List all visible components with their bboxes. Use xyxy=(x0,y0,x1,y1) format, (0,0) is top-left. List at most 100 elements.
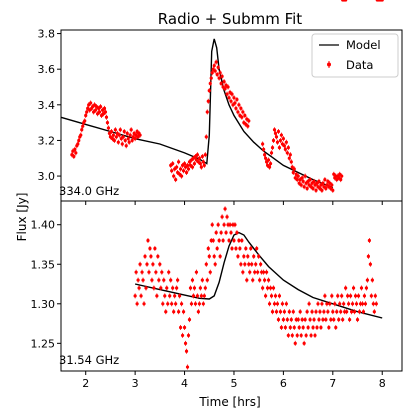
data-point-bottom xyxy=(269,294,274,298)
data-point-bottom xyxy=(145,262,149,266)
data-point-top xyxy=(129,128,133,132)
data-point-top xyxy=(122,129,126,134)
x-tick-label: 7 xyxy=(329,377,336,390)
data-point-top xyxy=(296,174,300,178)
data-point-top xyxy=(299,183,303,187)
data-point-top xyxy=(220,74,224,78)
data-point-bottom xyxy=(364,286,369,290)
data-point-top xyxy=(182,161,187,166)
data-point-bottom xyxy=(318,310,322,314)
data-point-top xyxy=(267,165,272,169)
data-point-bottom xyxy=(182,325,187,330)
data-point-top xyxy=(74,151,78,155)
data-point-top xyxy=(89,101,93,105)
data-point-bottom xyxy=(246,254,250,258)
data-point-bottom xyxy=(210,223,214,227)
data-point-bottom xyxy=(152,286,156,290)
data-point-top xyxy=(127,140,131,144)
data-point-bottom xyxy=(253,270,257,274)
data-point-bottom xyxy=(348,318,352,322)
data-point-bottom xyxy=(208,270,212,274)
data-point-bottom xyxy=(195,294,199,298)
data-point-bottom xyxy=(218,254,222,258)
data-point-bottom xyxy=(151,262,155,266)
data-point-top xyxy=(321,181,325,185)
panel-bottom-frame xyxy=(60,200,403,372)
data-point-bottom xyxy=(284,302,288,306)
data-point-bottom xyxy=(265,286,270,290)
data-point-bottom xyxy=(264,270,269,274)
data-point-top xyxy=(190,165,195,169)
y-tick-label-bottom: 1.30 xyxy=(31,298,56,311)
data-point-top xyxy=(106,126,111,130)
data-point-top xyxy=(222,80,226,84)
data-point-top xyxy=(104,115,109,119)
data-point-bottom xyxy=(356,294,361,298)
data-point-top xyxy=(295,178,299,182)
data-point-top xyxy=(112,138,116,143)
data-point-bottom xyxy=(236,254,240,258)
data-point-bottom xyxy=(164,310,168,314)
data-point-bottom xyxy=(336,294,340,298)
data-point-bottom xyxy=(229,231,233,235)
data-point-bottom xyxy=(341,318,345,322)
data-point-bottom xyxy=(266,278,271,282)
data-point-top xyxy=(192,161,197,166)
data-point-top xyxy=(174,178,178,182)
data-point-bottom xyxy=(344,286,348,290)
legend-data-label: Data xyxy=(346,58,373,72)
data-point-bottom xyxy=(198,286,202,290)
data-point-bottom xyxy=(296,318,300,322)
data-point-bottom xyxy=(255,246,259,251)
data-point-bottom xyxy=(307,302,311,306)
data-point-top xyxy=(233,101,237,105)
data-point-bottom xyxy=(349,310,354,314)
data-point-bottom xyxy=(302,341,306,345)
data-point-bottom xyxy=(331,310,335,314)
data-point-bottom xyxy=(194,270,199,274)
data-point-bottom xyxy=(310,310,314,314)
data-point-top xyxy=(271,138,276,143)
data-point-top xyxy=(84,113,88,118)
data-point-top xyxy=(308,178,312,182)
data-point-bottom xyxy=(249,246,253,251)
data-point-top xyxy=(226,85,230,89)
data-point-bottom xyxy=(283,325,287,330)
data-point-top xyxy=(287,156,291,160)
data-point-top xyxy=(289,160,293,164)
data-point-bottom xyxy=(133,294,137,298)
legend-model-label: Model xyxy=(346,38,381,52)
data-point-top xyxy=(121,135,125,139)
data-point-bottom xyxy=(285,318,289,322)
data-point-bottom xyxy=(274,310,279,314)
data-point-bottom xyxy=(320,302,324,306)
data-point-top xyxy=(93,108,98,112)
data-point-top xyxy=(83,119,87,123)
data-point-top xyxy=(320,188,324,192)
data-point-top xyxy=(181,169,186,173)
data-point-bottom xyxy=(188,286,193,290)
data-point-bottom xyxy=(323,294,327,298)
x-axis-ticks: 2 3 4 5 6 7 8 xyxy=(82,201,386,390)
data-point-bottom xyxy=(174,302,178,306)
data-point-bottom xyxy=(244,246,248,251)
x-tick-label: 4 xyxy=(181,377,188,390)
data-point-bottom xyxy=(207,254,211,258)
data-point-top xyxy=(133,137,137,141)
data-point-bottom xyxy=(321,318,325,322)
data-point-top xyxy=(205,110,209,114)
data-point-bottom xyxy=(250,262,254,266)
data-point-top xyxy=(210,71,214,75)
data-point-bottom xyxy=(168,294,172,298)
data-point-bottom xyxy=(277,294,282,298)
data-point-bottom xyxy=(165,286,169,290)
data-point-top xyxy=(274,135,279,139)
data-point-top xyxy=(288,153,292,157)
data-point-bottom xyxy=(346,294,350,298)
data-point-bottom xyxy=(215,246,219,251)
data-point-bottom xyxy=(242,254,246,258)
data-point-top xyxy=(225,92,229,96)
data-point-top xyxy=(79,133,83,137)
data-point-top xyxy=(246,124,250,128)
